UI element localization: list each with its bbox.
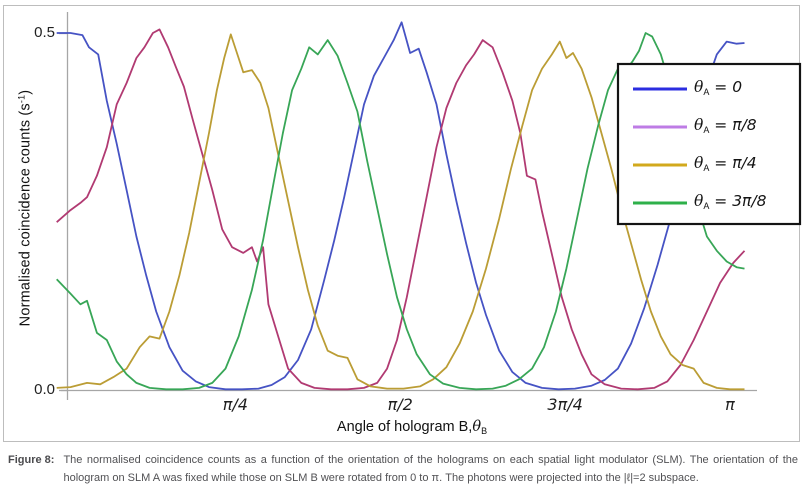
legend-box	[616, 62, 802, 226]
curve-theta-A-pi-8	[56, 28, 746, 391]
curve-theta-A-0	[56, 21, 745, 391]
legend-color-samples	[633, 87, 687, 205]
legend	[616, 62, 802, 226]
curve-theta-A-3pi-8	[56, 32, 745, 391]
